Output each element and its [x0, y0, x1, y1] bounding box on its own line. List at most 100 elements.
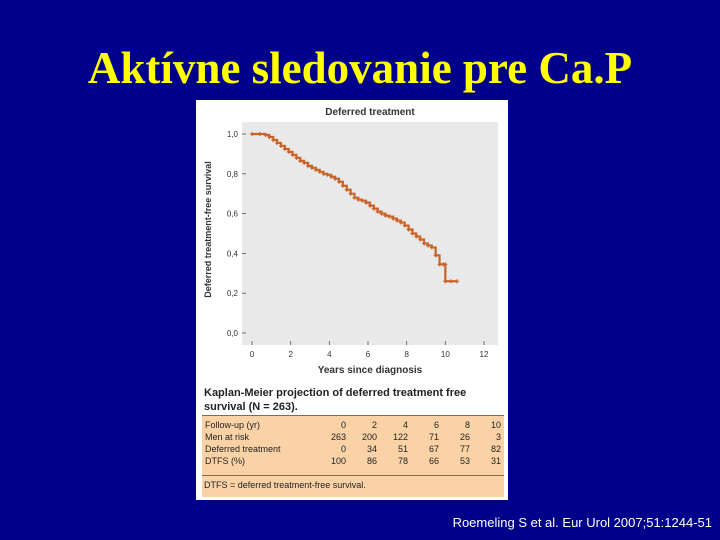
y-axis-label: Deferred treatment-free survival: [203, 161, 213, 298]
table-footnote: DTFS = deferred treatment-free survival.: [204, 480, 366, 490]
table-cell: 71: [428, 432, 439, 442]
censor-mark: [379, 211, 384, 216]
censor-mark: [257, 132, 262, 136]
table-cell: 53: [459, 456, 470, 466]
table-cell: 34: [366, 444, 377, 454]
y-tick-label: 0,0: [227, 329, 239, 338]
table-cell: 2: [371, 420, 377, 430]
censor-mark: [449, 279, 454, 284]
table-cell: 263: [330, 432, 346, 442]
axes-group: 0,0 0,2 0,4 0,6 0,8 1,0 0 2 4 6 8 10 12: [227, 130, 489, 359]
censor-mark: [306, 163, 311, 168]
table-cell: 67: [428, 444, 439, 454]
censor-mark: [437, 262, 442, 267]
censor-mark: [298, 158, 303, 163]
censor-mark: [406, 227, 411, 232]
x-tick-label: 10: [441, 350, 450, 359]
censor-mark: [275, 140, 280, 145]
censor-mark: [302, 160, 307, 165]
censor-mark: [321, 171, 326, 176]
table-cell: 77: [459, 444, 470, 454]
censor-mark: [352, 195, 357, 200]
censor-mark: [329, 174, 334, 179]
censor-mark: [398, 220, 403, 225]
risk-table: Follow-up (yr) 0 2 4 6 8 10 Men at risk 263 200 12…: [202, 415, 504, 497]
censor-mark: [271, 137, 276, 142]
caption-line-1: Kaplan-Meier projection of deferred trea…: [204, 387, 467, 399]
censor-mark: [356, 197, 361, 202]
censor-mark: [395, 218, 399, 223]
censor-mark: [425, 243, 430, 248]
table-cell: 31: [490, 456, 501, 466]
censor-mark: [391, 216, 396, 221]
table-cell: 6: [433, 420, 439, 430]
x-tick-label: 0: [250, 350, 255, 359]
risk-table-grid: Follow-up (yr) 0 2 4 6 8 10 Men at risk 263 200 12…: [205, 419, 501, 467]
censor-mark: [309, 165, 314, 170]
table-cell: 0: [340, 444, 346, 454]
censor-mark: [290, 152, 295, 157]
censor-mark: [429, 245, 434, 250]
censor-mark: [267, 134, 272, 139]
table-row-label: Follow-up (yr): [205, 420, 261, 430]
censor-mark: [282, 146, 287, 151]
x-tick-label: 2: [288, 350, 293, 359]
table-row-label: Men at risk: [205, 432, 250, 442]
censor-mark: [433, 253, 438, 258]
table-divider: [202, 475, 504, 476]
x-tick-label: 8: [404, 350, 409, 359]
y-tick-label: 0,4: [227, 249, 239, 258]
figure-panel: Deferred treatment Years since diagnosis…: [196, 100, 508, 500]
censor-mark: [418, 237, 423, 242]
censor-mark: [367, 203, 372, 208]
censor-mark: [410, 231, 415, 236]
slide-title: Aktívne sledovanie pre Ca.P: [87, 43, 633, 93]
x-tick-label: 12: [480, 350, 489, 359]
table-row-label: Deferred treatment: [205, 444, 281, 454]
censor-mark: [313, 167, 318, 172]
table-cell: 66: [428, 456, 439, 466]
censor-mark: [375, 209, 380, 214]
censor-mark: [294, 155, 299, 160]
table-cell: 122: [392, 432, 408, 442]
censor-mark: [364, 200, 369, 205]
table-cell: 51: [397, 444, 408, 454]
censor-mark: [383, 213, 388, 218]
table-cell: 78: [397, 456, 408, 466]
table-cell: 4: [402, 420, 408, 430]
censor-mark: [344, 187, 349, 192]
censor-mark: [337, 179, 341, 184]
x-axis-label: Years since diagnosis: [318, 365, 423, 376]
censor-mark: [333, 176, 338, 181]
table-row: Follow-up (yr) 0 2 4 6 8 10: [205, 419, 501, 431]
table-cell: 8: [464, 420, 470, 430]
citation: Roemeling S et al. Eur Urol 2007;51:1244…: [452, 515, 712, 530]
censor-mark: [325, 172, 330, 177]
x-tick-label: 4: [327, 350, 332, 359]
table-cell: 82: [490, 444, 501, 454]
censor-mark: [360, 198, 365, 203]
censor-mark: [454, 279, 459, 284]
series-group: [250, 132, 459, 284]
table-cell: 86: [366, 456, 377, 466]
censor-mark: [340, 183, 345, 188]
censor-mark: [443, 279, 448, 284]
figure-caption: Kaplan-Meier projection of deferred trea…: [204, 386, 502, 414]
table-cell: 3: [495, 432, 501, 442]
table-row-label: DTFS (%): [205, 456, 245, 466]
censor-mark: [414, 234, 419, 239]
x-tick-label: 6: [366, 350, 371, 359]
table-cell: 100: [330, 456, 346, 466]
table-cell: 26: [459, 432, 470, 442]
table-row: Deferred treatment 0 34 51 67 77 82: [205, 443, 501, 455]
censor-mark: [371, 206, 376, 211]
table-row: Men at risk 263 200 122 71 26 3: [205, 431, 501, 443]
censor-mark: [387, 214, 392, 219]
censor-mark: [317, 169, 322, 174]
km-plot: Deferred treatment Years since diagnosis…: [196, 100, 508, 385]
y-tick-label: 0,2: [227, 289, 239, 298]
y-tick-label: 0,6: [227, 210, 239, 219]
table-row: DTFS (%) 100 86 78 66 53 31: [205, 455, 501, 467]
caption-line-2: survival (N = 263).: [204, 401, 298, 413]
table-cell: 200: [361, 432, 377, 442]
